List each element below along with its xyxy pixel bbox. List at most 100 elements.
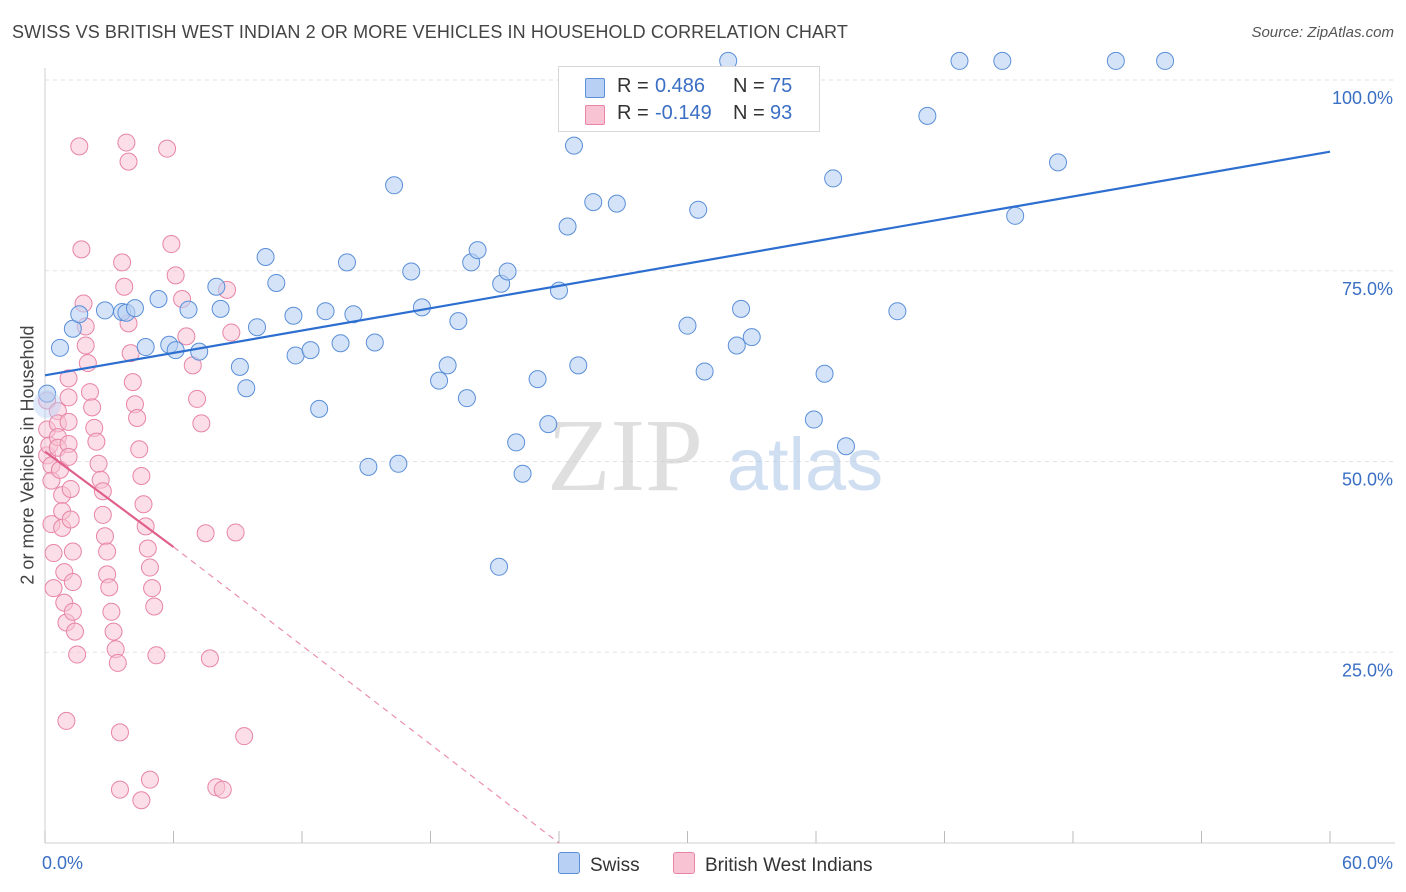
swiss-point	[125, 299, 144, 318]
bwi-point	[113, 253, 132, 272]
bwi-point	[59, 412, 78, 431]
swiss-point	[412, 298, 431, 317]
swiss-point	[237, 379, 256, 398]
swiss-point	[558, 217, 577, 236]
bwi-point	[93, 482, 112, 501]
x-tick-label-max: 60.0%	[1342, 853, 1393, 873]
axes	[44, 68, 1395, 844]
bwi-point	[147, 646, 166, 665]
swiss-point	[584, 193, 603, 212]
swiss-point	[316, 302, 335, 321]
bwi-trend-extension	[173, 546, 560, 844]
bwi-point	[59, 369, 78, 388]
bwi-point	[61, 479, 80, 498]
bwi-point	[70, 137, 89, 156]
swiss-point	[337, 253, 356, 272]
x-tick-label-min: 0.0%	[42, 853, 83, 873]
bwi-point	[104, 622, 123, 641]
swiss-point	[564, 136, 583, 155]
bwi-point	[158, 139, 177, 158]
swiss-point	[457, 389, 476, 408]
bwi-point	[68, 645, 87, 664]
swiss-r-value: 0.486	[655, 75, 706, 97]
bwi-point	[59, 388, 78, 407]
tick-labels: 25.0% 50.0% 75.0% 100.0% 0.0% 60.0%	[42, 88, 1393, 873]
bwi-point	[110, 723, 129, 742]
swiss-point	[1006, 206, 1025, 225]
swiss-legend-label: Swiss	[590, 855, 640, 876]
bwi-point	[110, 780, 129, 799]
bwi-point	[95, 527, 114, 546]
swiss-point	[539, 415, 558, 434]
bwi-point	[213, 780, 232, 799]
y-tick-label-100: 100.0%	[1332, 88, 1393, 108]
bwi-point	[87, 432, 106, 451]
swiss-point	[490, 557, 509, 576]
swiss-point	[498, 262, 517, 281]
swiss-point	[678, 316, 697, 335]
swiss-point	[166, 341, 185, 360]
swiss-point	[438, 356, 457, 375]
watermark: ZIP atlas	[547, 398, 883, 513]
swiss-swatch	[585, 78, 605, 98]
bwi-point	[119, 152, 138, 171]
swiss-point	[513, 464, 532, 483]
swiss-point	[365, 333, 384, 352]
swiss-point	[207, 277, 226, 296]
swiss-point	[569, 356, 588, 375]
swiss-point	[301, 341, 320, 360]
swiss-point	[918, 106, 937, 125]
swiss-point	[507, 433, 526, 452]
swiss-point	[449, 312, 468, 331]
swiss-point	[267, 273, 286, 292]
bwi-point	[166, 266, 185, 285]
swiss-point	[607, 194, 626, 213]
bwi-point	[93, 505, 112, 524]
swiss-point	[149, 289, 168, 308]
swiss-point	[70, 305, 89, 324]
series-swiss-points	[33, 51, 1175, 576]
bwi-n-label: N =	[733, 102, 765, 124]
swiss-point	[1156, 51, 1175, 70]
swiss-point	[286, 346, 305, 365]
y-axis-label: 2 or more Vehicles in Household	[17, 325, 38, 585]
bwi-point	[57, 711, 76, 730]
swiss-point	[331, 334, 350, 353]
y-tick-label-50: 50.0%	[1342, 470, 1393, 490]
bwi-n-value: 93	[770, 102, 793, 124]
bwi-point	[44, 544, 63, 563]
bwi-point	[115, 277, 134, 296]
swiss-point	[993, 51, 1012, 70]
bottom-legend-swiss[interactable]: Swiss	[558, 852, 640, 877]
swiss-point	[310, 399, 329, 418]
bwi-point	[59, 447, 78, 466]
bwi-point	[235, 727, 254, 746]
bwi-point	[44, 579, 63, 598]
bwi-point	[177, 327, 196, 346]
bwi-point	[123, 373, 142, 392]
bwi-r-value: -0.149	[655, 102, 712, 124]
swiss-point	[95, 301, 114, 320]
bwi-point	[140, 558, 159, 577]
bwi-point	[63, 542, 82, 561]
bwi-point	[102, 602, 121, 621]
bwi-point	[63, 602, 82, 621]
bwi-point	[130, 440, 149, 459]
swiss-r-label: R =	[617, 75, 649, 97]
swiss-point	[284, 306, 303, 325]
bwi-point	[83, 398, 102, 417]
watermark-zip: ZIP	[547, 398, 703, 513]
bwi-point	[132, 466, 151, 485]
swiss-point	[689, 200, 708, 219]
bwi-point	[222, 323, 241, 342]
bwi-legend-swatch	[673, 852, 695, 874]
bwi-point	[98, 542, 117, 561]
swiss-point	[950, 51, 969, 70]
swiss-point	[402, 262, 421, 281]
bottom-legend-bwi[interactable]: British West Indians	[673, 852, 873, 877]
bwi-point	[226, 523, 245, 542]
swiss-trend-line	[44, 150, 1331, 377]
swiss-point	[468, 241, 487, 260]
y-tick-label-25: 25.0%	[1342, 660, 1393, 680]
